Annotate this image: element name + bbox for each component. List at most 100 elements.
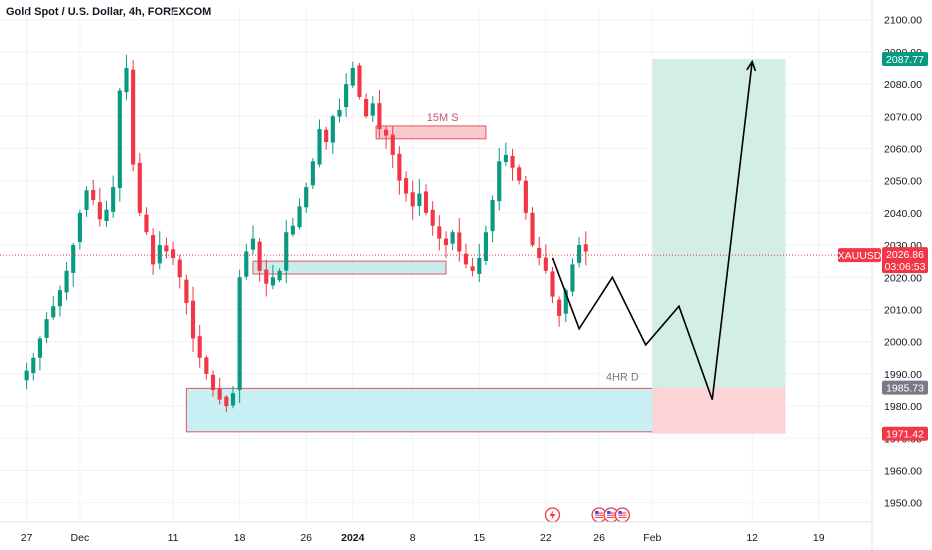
candle-body: [44, 319, 49, 338]
candle-body: [390, 134, 395, 155]
candle-body: [477, 257, 482, 274]
overlays: 15M S 4HR D: [0, 59, 872, 523]
candle-body: [124, 67, 129, 93]
candle-body: [483, 232, 488, 261]
y-tick-label: 2000.00: [884, 337, 922, 349]
zones: [185, 59, 786, 434]
candle-body: [357, 65, 362, 97]
candle-body: [563, 290, 568, 314]
candle-body: [463, 253, 469, 265]
zone-demand-small: [252, 260, 447, 275]
candle-body: [250, 238, 256, 250]
candle-body: [71, 245, 76, 273]
candle-body: [364, 98, 369, 117]
x-tick-label: 11: [168, 532, 179, 544]
x-tick-label: Feb: [643, 532, 661, 544]
y-tick-label: 2050.00: [884, 176, 922, 188]
candle-body: [417, 193, 422, 207]
candle-body: [190, 300, 196, 339]
annotation-label: 15M S: [427, 112, 459, 124]
candle-body: [204, 357, 209, 374]
x-tick-label: 18: [234, 532, 246, 544]
candle-body: [297, 206, 302, 228]
candle-body: [510, 155, 515, 168]
candle-body: [470, 266, 475, 271]
candle-body: [570, 264, 575, 292]
annotation-label: 4HR D: [606, 371, 639, 383]
candle-body: [217, 388, 222, 400]
candle-body: [230, 393, 236, 406]
candle-body: [197, 336, 202, 358]
projection-arrowhead: [746, 59, 757, 72]
candle-body: [257, 241, 262, 271]
candle-body: [210, 374, 216, 390]
candle-body: [457, 232, 462, 252]
candle-body: [37, 338, 43, 358]
projection-path: [551, 61, 753, 400]
lightning-glyph: [549, 510, 556, 520]
y-tick-label: 2040.00: [884, 208, 922, 220]
flag-canton: [607, 511, 611, 514]
candle-body: [157, 245, 162, 264]
candle-body: [31, 357, 36, 374]
current-price-tag: [882, 247, 928, 274]
y-tick-label: 2060.00: [884, 143, 922, 155]
candle-body: [117, 90, 122, 189]
x-tick-label: 8: [410, 532, 416, 544]
candle-body: [344, 84, 349, 108]
candle-body: [164, 245, 169, 252]
y-tick-label: 2100.00: [884, 15, 922, 27]
candle-body: [450, 232, 455, 244]
candles: [24, 54, 588, 413]
candle-body: [177, 259, 182, 278]
y-tick-label: 2070.00: [884, 111, 922, 123]
symbol-tag: [838, 248, 881, 263]
zone-stop-loss: [652, 387, 786, 434]
flag-canton: [595, 511, 599, 514]
current-price-countdown: 03:06:53: [885, 261, 926, 273]
price-tag: [882, 426, 928, 441]
candle-body: [384, 129, 389, 136]
candle-body: [490, 199, 495, 232]
chart-title: Gold Spot / U.S. Dollar, 4h, FOREXCOM: [6, 6, 212, 18]
candle-body: [497, 161, 502, 202]
candle-body: [577, 245, 582, 263]
candle-body: [264, 269, 269, 284]
zone-supply-15m: [375, 125, 487, 140]
candle-body: [171, 249, 176, 258]
price-tag: [882, 52, 928, 67]
candle-body: [144, 214, 149, 233]
candle-body: [583, 244, 588, 252]
y-tick-label: 2010.00: [884, 304, 922, 316]
x-tick-label: 26: [593, 532, 605, 544]
candle-body: [517, 167, 522, 181]
candle-body: [317, 129, 322, 165]
candle-body: [337, 109, 342, 117]
candle-body: [111, 187, 116, 212]
candle-body: [284, 232, 289, 271]
price-tag: [882, 380, 928, 395]
candle-body: [550, 271, 555, 297]
candle-body: [523, 180, 528, 213]
y-tick-label: 2080.00: [884, 79, 922, 91]
candle-body: [24, 370, 29, 381]
candle-body: [330, 116, 335, 143]
candle-body: [290, 225, 295, 235]
current-price-value: 2026.86: [886, 249, 924, 261]
x-tick-label: Dec: [71, 532, 90, 544]
candle-body: [131, 69, 136, 165]
candle-body: [91, 190, 96, 200]
candle-body: [310, 161, 315, 186]
y-tick-label: 1980.00: [884, 401, 922, 413]
candle-body: [370, 103, 375, 116]
candle-body: [443, 238, 449, 246]
x-tick-label: 12: [746, 532, 758, 544]
candle-body: [57, 290, 62, 307]
x-tick-label: 15: [473, 532, 485, 544]
candle-body: [104, 209, 109, 222]
y-tick-label: 1950.00: [884, 498, 922, 510]
candle-body: [270, 277, 275, 286]
x-tick-label: 27: [21, 532, 33, 544]
